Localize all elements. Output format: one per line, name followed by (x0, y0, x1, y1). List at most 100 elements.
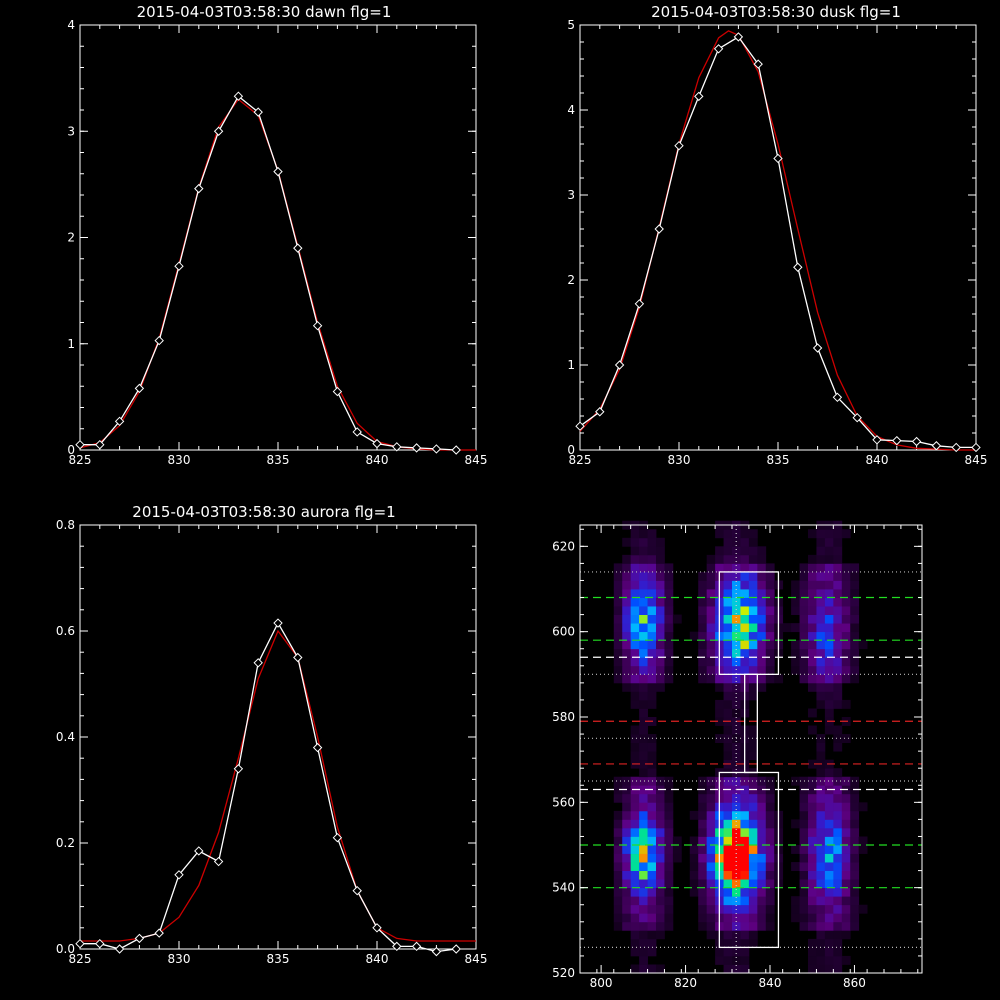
heatmap-cell (732, 955, 741, 965)
heatmap-cell (748, 691, 758, 701)
heatmap-cell (723, 751, 733, 761)
heatmap-cell (757, 563, 767, 573)
heatmap-cell (757, 819, 767, 829)
heatmap-cell (833, 793, 843, 803)
heatmap-cell (824, 810, 834, 820)
heatmap-cell (656, 563, 665, 573)
heatmap-cell (841, 665, 851, 675)
heatmap-cell (765, 648, 775, 658)
x-tick-label: 840 (366, 952, 389, 966)
heatmap-cell (757, 853, 767, 863)
heatmap-cell (613, 785, 623, 795)
heatmap-cell (698, 606, 708, 615)
heatmap-cell (639, 904, 648, 914)
heatmap-cell (816, 554, 826, 564)
heatmap-cell (664, 589, 674, 598)
heatmap-cell (647, 640, 657, 650)
heatmap-cell (808, 904, 817, 914)
data-point (411, 443, 422, 453)
heatmap-cell (816, 682, 826, 692)
data-point (372, 923, 382, 933)
heatmap-cell (740, 887, 750, 897)
data-point (154, 335, 164, 346)
heatmap-cell (740, 623, 750, 633)
heatmap-cell (824, 921, 834, 931)
heatmap-cell (858, 904, 868, 914)
heatmap-cell (841, 862, 851, 871)
heatmap-cell (698, 589, 708, 598)
heatmap-cell (732, 879, 741, 889)
heatmap-cell (833, 623, 843, 633)
heatmap-cell (808, 819, 817, 829)
heatmap-cell (647, 563, 657, 573)
heatmap-cell (613, 845, 623, 854)
heatmap-cell (841, 614, 851, 624)
heatmap-cell (698, 793, 708, 803)
heatmap-cell (647, 682, 657, 692)
heatmap-cell (748, 930, 758, 940)
heatmap-cell (723, 665, 733, 675)
heatmap-cell (732, 836, 741, 846)
heatmap-cell (850, 810, 860, 820)
heatmap-cell (824, 606, 834, 615)
data-point (951, 442, 961, 453)
heatmap-cell (639, 913, 648, 923)
x-tick-label: 830 (668, 453, 691, 467)
data-point (213, 126, 224, 136)
heatmap-cell (630, 631, 640, 641)
heatmap-cell (647, 938, 657, 948)
heatmap-cell (824, 674, 834, 684)
heatmap-cell (656, 930, 665, 940)
heatmap-cell (639, 947, 648, 957)
heatmap-cell (808, 862, 817, 871)
data-point (332, 386, 343, 397)
y-tick-label: 0.6 (56, 624, 75, 638)
heatmap-cell (613, 606, 623, 615)
heatmap-cell (656, 589, 665, 598)
heatmap-cell (757, 665, 767, 675)
heatmap-cell (765, 640, 775, 650)
heatmap-cell (656, 793, 665, 803)
heatmap-cell (748, 734, 758, 743)
dusk-line-chart: 2015-04-03T03:58:30 dusk flg=1 825 830 835… (567, 3, 987, 467)
heatmap-cell (723, 836, 733, 846)
heatmap-cell (706, 896, 716, 906)
heatmap-cell (824, 682, 834, 692)
data-point (293, 652, 303, 663)
heatmap-cell (765, 853, 775, 863)
data-point (713, 44, 724, 54)
heatmap-cell (723, 810, 733, 820)
heatmap-cell (748, 896, 758, 906)
heatmap-cell (808, 631, 817, 641)
heatmap-cell (833, 529, 843, 539)
heatmap-cell (748, 554, 758, 564)
heatmap-cell (639, 708, 648, 718)
heatmap-cell (647, 768, 657, 778)
heatmap-cell (740, 870, 750, 880)
heatmap-cell (613, 640, 623, 650)
x-tick-label: 830 (168, 952, 191, 966)
heatmap-cell (808, 887, 817, 897)
heatmap-cell (698, 853, 708, 863)
heatmap-cell (816, 904, 826, 914)
heatmap-cell (613, 819, 623, 829)
heatmap-cell (757, 614, 767, 624)
heatmap-cell (841, 870, 851, 880)
heatmap-cell (808, 913, 817, 923)
heatmap-cell (664, 665, 674, 675)
data-point (451, 944, 461, 954)
data-point (75, 439, 85, 450)
heatmap-cell (799, 597, 809, 607)
heatmap-cell (816, 862, 826, 871)
heatmap-cell (622, 810, 632, 820)
heatmap-cell (723, 742, 733, 752)
heatmap-cell (799, 580, 809, 590)
heatmap-cell (698, 631, 708, 641)
heatmap-cell (732, 793, 741, 803)
heatmap-cell (630, 921, 640, 931)
heatmap-cell (656, 921, 665, 931)
heatmap-cell (816, 674, 826, 684)
heatmap-cell (841, 930, 851, 940)
heatmap-cell (765, 896, 775, 906)
